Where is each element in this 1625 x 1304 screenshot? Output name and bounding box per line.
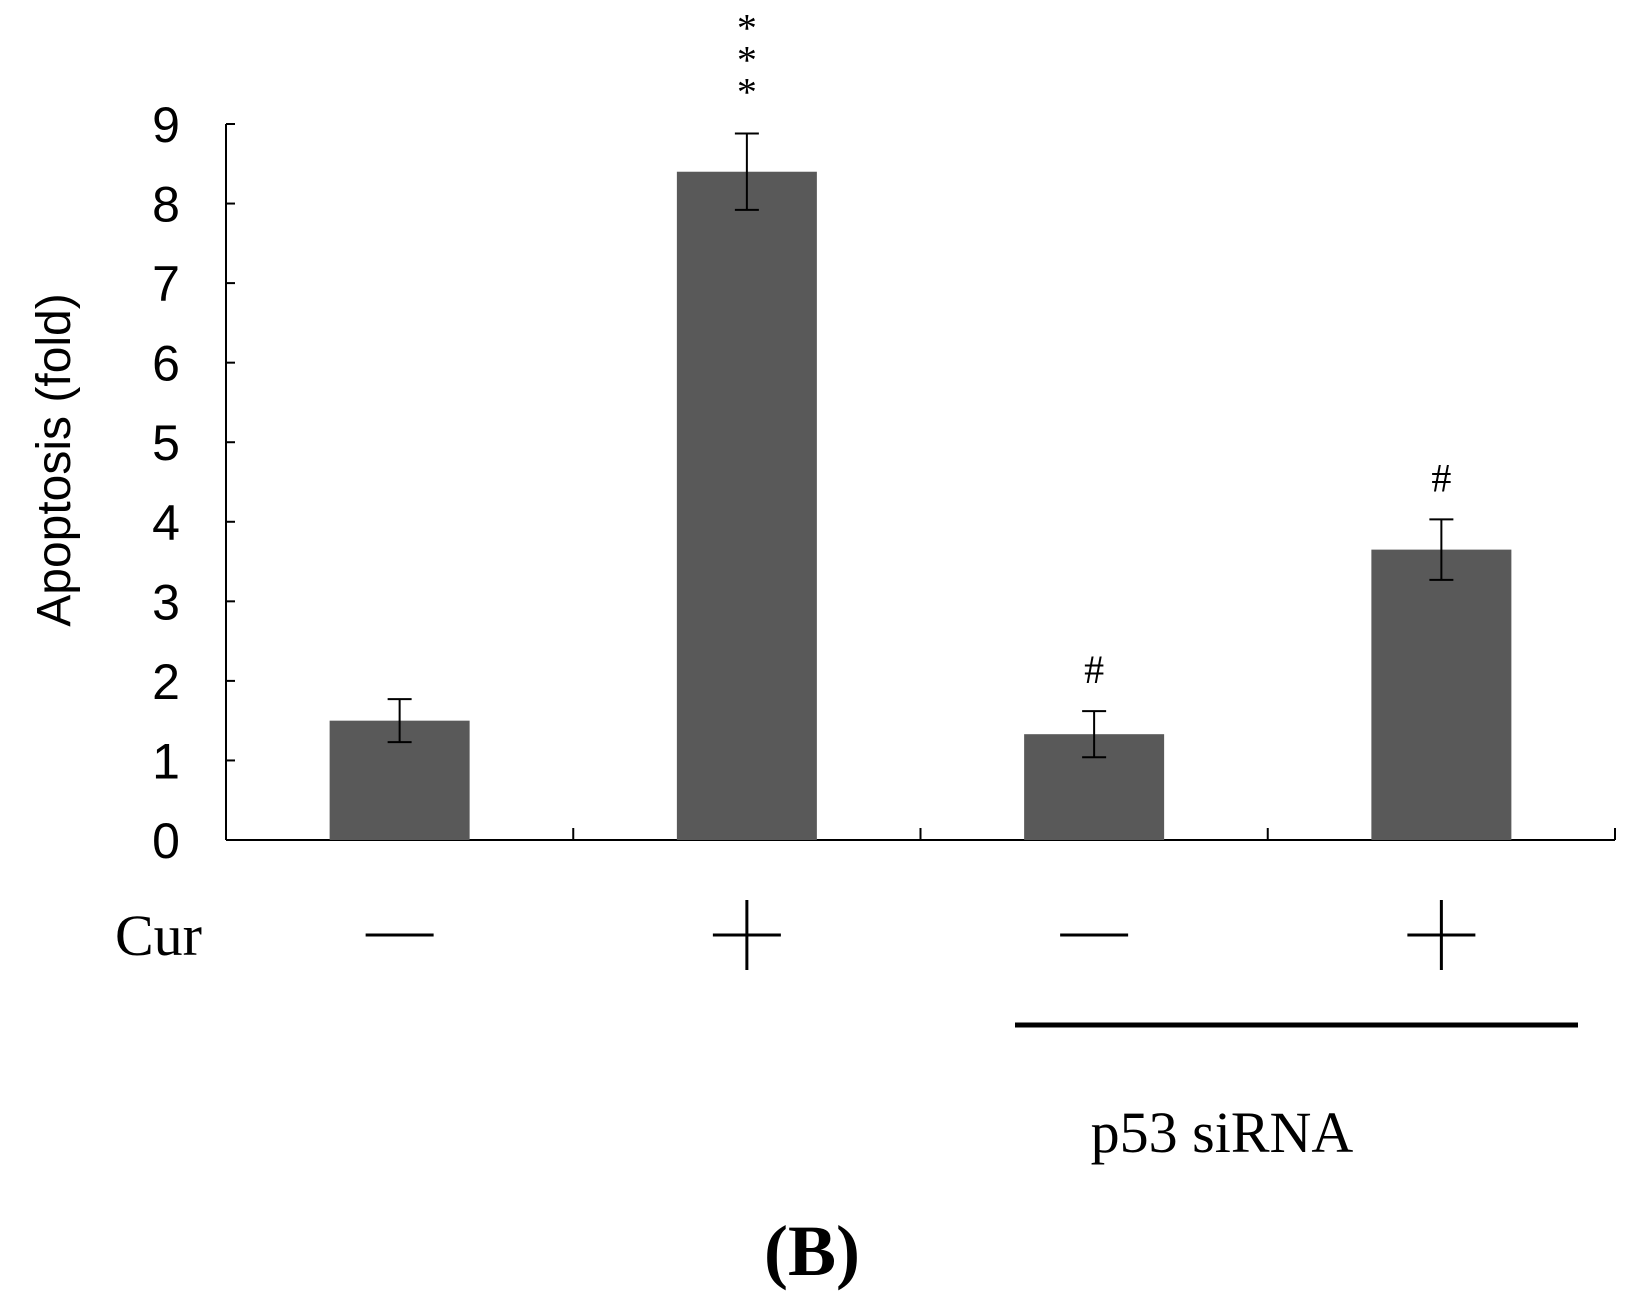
y-tick-label: 8 (152, 177, 180, 233)
y-tick-label: 3 (152, 574, 180, 630)
significance-annotations: ****** # # (737, 6, 1452, 693)
hash-annotation: # (1431, 455, 1451, 500)
y-tick-label: 6 (152, 336, 180, 392)
bars (329, 171, 1512, 840)
significance-stars: ****** (737, 6, 757, 115)
y-tick-label: 1 (152, 733, 180, 789)
condition-row-label: Cur (115, 903, 202, 968)
y-tick-label: 9 (152, 97, 180, 153)
y-tick-label: 0 (152, 813, 180, 869)
star-annotation: * (737, 38, 757, 83)
plus-symbol: + (712, 900, 781, 970)
plus-symbol: + (1407, 900, 1476, 970)
y-axis-label: Apoptosis (fold) (28, 293, 81, 627)
error-bars (387, 132, 1454, 759)
star-annotation: * (737, 70, 757, 115)
y-tick-label: 2 (152, 654, 180, 710)
bar (676, 171, 817, 840)
hash-annotation: # (1084, 647, 1104, 692)
group-bracket-label: p53 siRNA (1091, 1100, 1354, 1165)
y-tick-labels: 0 1 2 3 4 5 6 7 8 9 (152, 97, 180, 869)
y-tick-label: 7 (152, 256, 180, 312)
condition-symbols: —+—+ (365, 900, 1476, 970)
panel-label: (B) (764, 1211, 860, 1291)
star-annotation: * (737, 6, 757, 51)
y-tick-label: 4 (152, 495, 180, 551)
bar (1371, 549, 1512, 840)
y-tick-label: 5 (152, 415, 180, 471)
